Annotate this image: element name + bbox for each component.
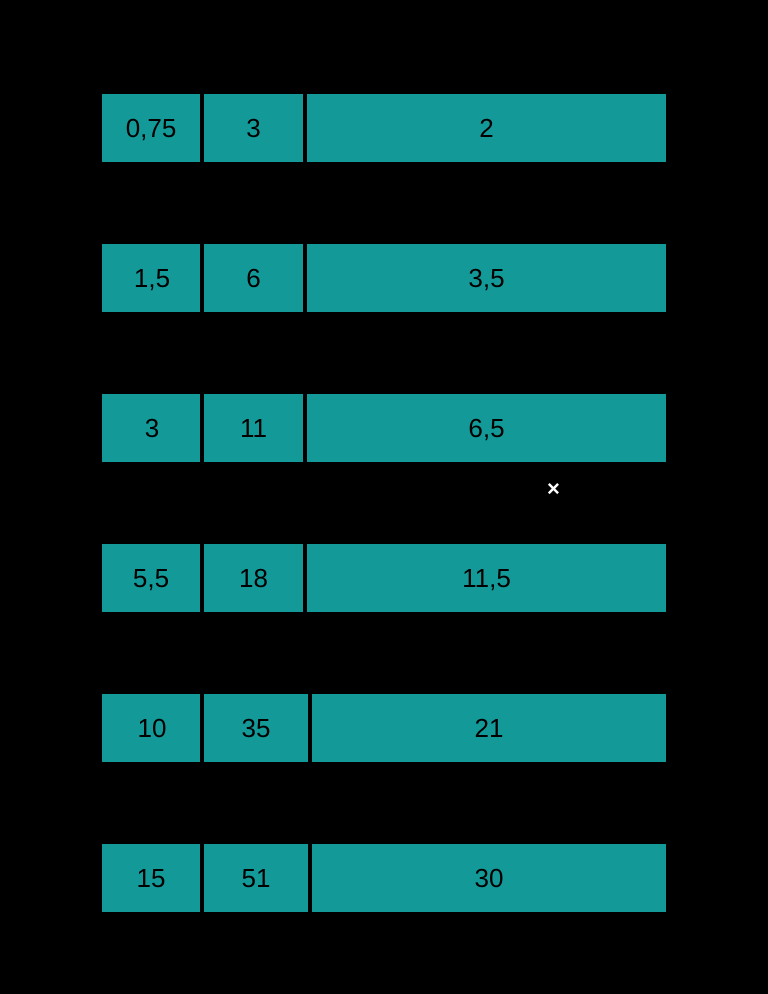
bar-segment: 21 bbox=[310, 692, 668, 764]
bar-row: 5,51811,5 bbox=[100, 542, 668, 614]
close-icon: × bbox=[547, 478, 560, 500]
bar-segment: 3 bbox=[202, 92, 305, 164]
bar-segment: 10 bbox=[104, 692, 202, 764]
bar-segment: 30 bbox=[310, 842, 668, 914]
bar-segment: 0,75 bbox=[100, 92, 202, 164]
bar-segment: 3 bbox=[104, 392, 202, 464]
bar-row: 0,7532 bbox=[100, 92, 668, 164]
bar-segment: 3,5 bbox=[305, 242, 668, 314]
bar-segment: 1,5 bbox=[104, 242, 202, 314]
bar-segment: 6 bbox=[202, 242, 305, 314]
bar-row: 1,563,5 bbox=[100, 242, 668, 314]
bar-segment: 11,5 bbox=[305, 542, 668, 614]
bar-segment: 51 bbox=[202, 842, 310, 914]
bar-segment: 11 bbox=[202, 392, 305, 464]
bar-segment: 18 bbox=[202, 542, 305, 614]
bar-segment: 35 bbox=[202, 692, 310, 764]
bar-row: 155130 bbox=[100, 842, 668, 914]
bar-row: 103521 bbox=[100, 692, 668, 764]
bar-segment: 5,5 bbox=[100, 542, 202, 614]
bar-segment: 6,5 bbox=[305, 392, 668, 464]
bar-row: 3116,5 bbox=[100, 392, 668, 464]
bar-segment: 15 bbox=[100, 842, 202, 914]
bar-segment: 2 bbox=[305, 92, 668, 164]
stacked-bar-chart: 0,75321,563,53116,55,51811,5103521155130 bbox=[100, 92, 668, 992]
